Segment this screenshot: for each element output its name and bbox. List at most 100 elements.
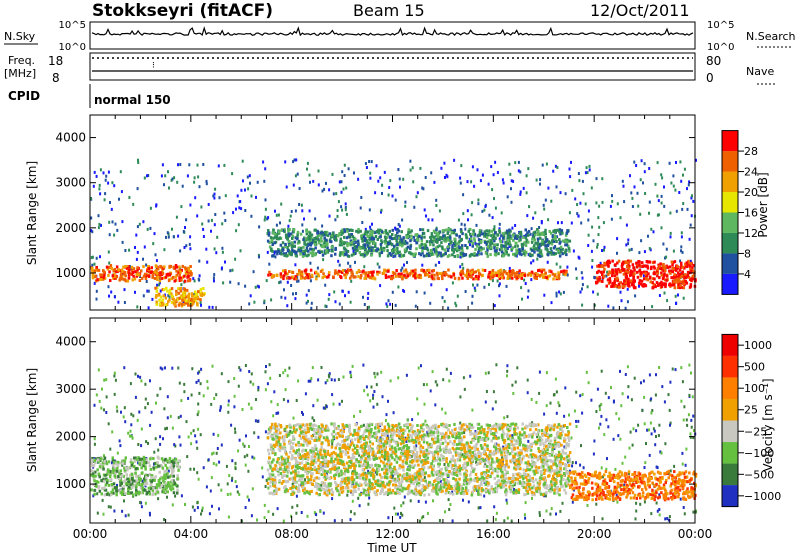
data-cell	[416, 428, 420, 432]
data-cell	[323, 187, 326, 191]
data-cell	[511, 246, 515, 250]
data-cell	[121, 487, 125, 491]
data-cell	[380, 246, 383, 250]
data-cell	[161, 288, 165, 292]
data-cell	[209, 489, 212, 493]
data-cell	[505, 252, 508, 256]
data-cell	[252, 270, 255, 274]
data-cell	[475, 223, 478, 227]
data-cell	[136, 305, 139, 309]
data-cell	[257, 435, 260, 439]
data-cell	[427, 254, 431, 258]
data-cell	[502, 236, 505, 240]
data-cell	[126, 279, 130, 283]
data-cell	[177, 468, 180, 472]
data-cell	[632, 275, 635, 279]
data-cell	[424, 500, 427, 504]
data-cell	[446, 249, 450, 252]
data-cell	[317, 378, 320, 382]
data-cell	[250, 194, 253, 198]
data-cell	[493, 304, 496, 308]
data-cell	[350, 510, 352, 514]
data-cell	[693, 429, 695, 432]
data-cell	[274, 209, 276, 213]
data-cell	[122, 265, 125, 269]
data-cell	[335, 238, 338, 242]
data-cell	[617, 259, 621, 263]
data-cell	[155, 259, 158, 263]
data-cell	[105, 395, 108, 399]
data-cell	[579, 463, 582, 467]
data-cell	[606, 261, 609, 265]
data-cell	[453, 240, 457, 244]
data-cell	[153, 461, 157, 465]
data-cell	[619, 437, 622, 441]
data-cell	[134, 372, 137, 376]
data-cell	[469, 271, 472, 275]
data-cell	[554, 377, 557, 381]
data-cell	[286, 272, 289, 276]
data-cell	[598, 404, 601, 408]
data-cell	[279, 243, 283, 247]
data-cell	[145, 482, 149, 486]
data-cell	[660, 273, 664, 277]
data-cell	[601, 249, 603, 252]
data-cell	[565, 243, 569, 247]
data-cell	[288, 270, 291, 273]
data-cell	[689, 283, 693, 287]
data-cell	[665, 278, 668, 282]
data-cell	[490, 241, 494, 245]
data-cell	[338, 253, 342, 257]
data-cell	[164, 303, 168, 307]
data-cell	[438, 445, 441, 449]
data-cell	[294, 209, 297, 213]
data-cell	[315, 277, 318, 281]
data-cell	[152, 466, 155, 470]
nave-tick-bottom: 0	[706, 71, 714, 85]
data-cell	[130, 477, 134, 481]
data-cell	[402, 177, 405, 181]
data-cell	[383, 268, 386, 272]
data-cell	[151, 488, 155, 492]
data-cell	[437, 253, 440, 256]
data-cell	[516, 244, 519, 248]
data-cell	[96, 511, 99, 515]
data-cell	[352, 275, 356, 279]
data-cell	[397, 168, 400, 171]
data-cell	[451, 432, 455, 436]
data-cell	[481, 268, 485, 272]
data-cell	[124, 249, 127, 252]
data-cell	[183, 279, 187, 283]
data-cell	[234, 461, 237, 465]
data-cell	[177, 287, 180, 291]
data-cell	[187, 435, 190, 439]
data-cell	[552, 251, 556, 255]
data-cell	[420, 242, 423, 246]
data-cell	[539, 236, 542, 240]
data-cell	[513, 461, 516, 465]
data-cell	[380, 370, 383, 374]
data-cell	[166, 490, 169, 494]
data-cell	[621, 261, 625, 265]
data-cell	[555, 512, 557, 516]
data-cell	[291, 235, 295, 239]
data-cell	[266, 481, 270, 485]
data-cell	[549, 470, 552, 474]
data-cell	[441, 247, 444, 251]
data-cell	[689, 435, 692, 439]
data-cell	[360, 234, 363, 238]
data-cell	[474, 430, 477, 433]
data-cell	[297, 379, 300, 383]
data-cell	[419, 228, 422, 232]
data-cell	[538, 274, 542, 277]
data-cell	[568, 413, 570, 417]
data-cell	[197, 410, 200, 414]
colorbar-tick-label: 24	[744, 166, 758, 179]
data-cell	[193, 292, 196, 296]
data-cell	[522, 252, 526, 256]
data-cell	[272, 414, 275, 418]
data-cell	[684, 262, 687, 266]
data-cell	[301, 229, 304, 233]
data-cell	[664, 285, 667, 289]
data-cell	[218, 460, 221, 464]
